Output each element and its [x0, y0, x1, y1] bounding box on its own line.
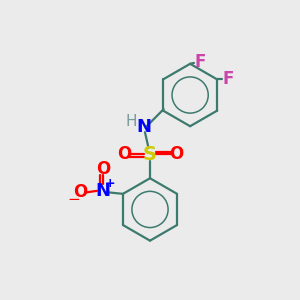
Text: N: N: [136, 118, 152, 136]
Text: O: O: [73, 183, 88, 201]
Text: H: H: [125, 114, 137, 129]
Text: O: O: [96, 160, 110, 178]
Text: S: S: [143, 145, 157, 164]
Text: −: −: [67, 192, 80, 207]
Text: +: +: [105, 177, 116, 190]
Text: F: F: [223, 70, 234, 88]
Text: O: O: [117, 146, 131, 164]
Text: N: N: [95, 182, 110, 200]
Text: O: O: [169, 146, 183, 164]
Text: F: F: [195, 53, 206, 71]
